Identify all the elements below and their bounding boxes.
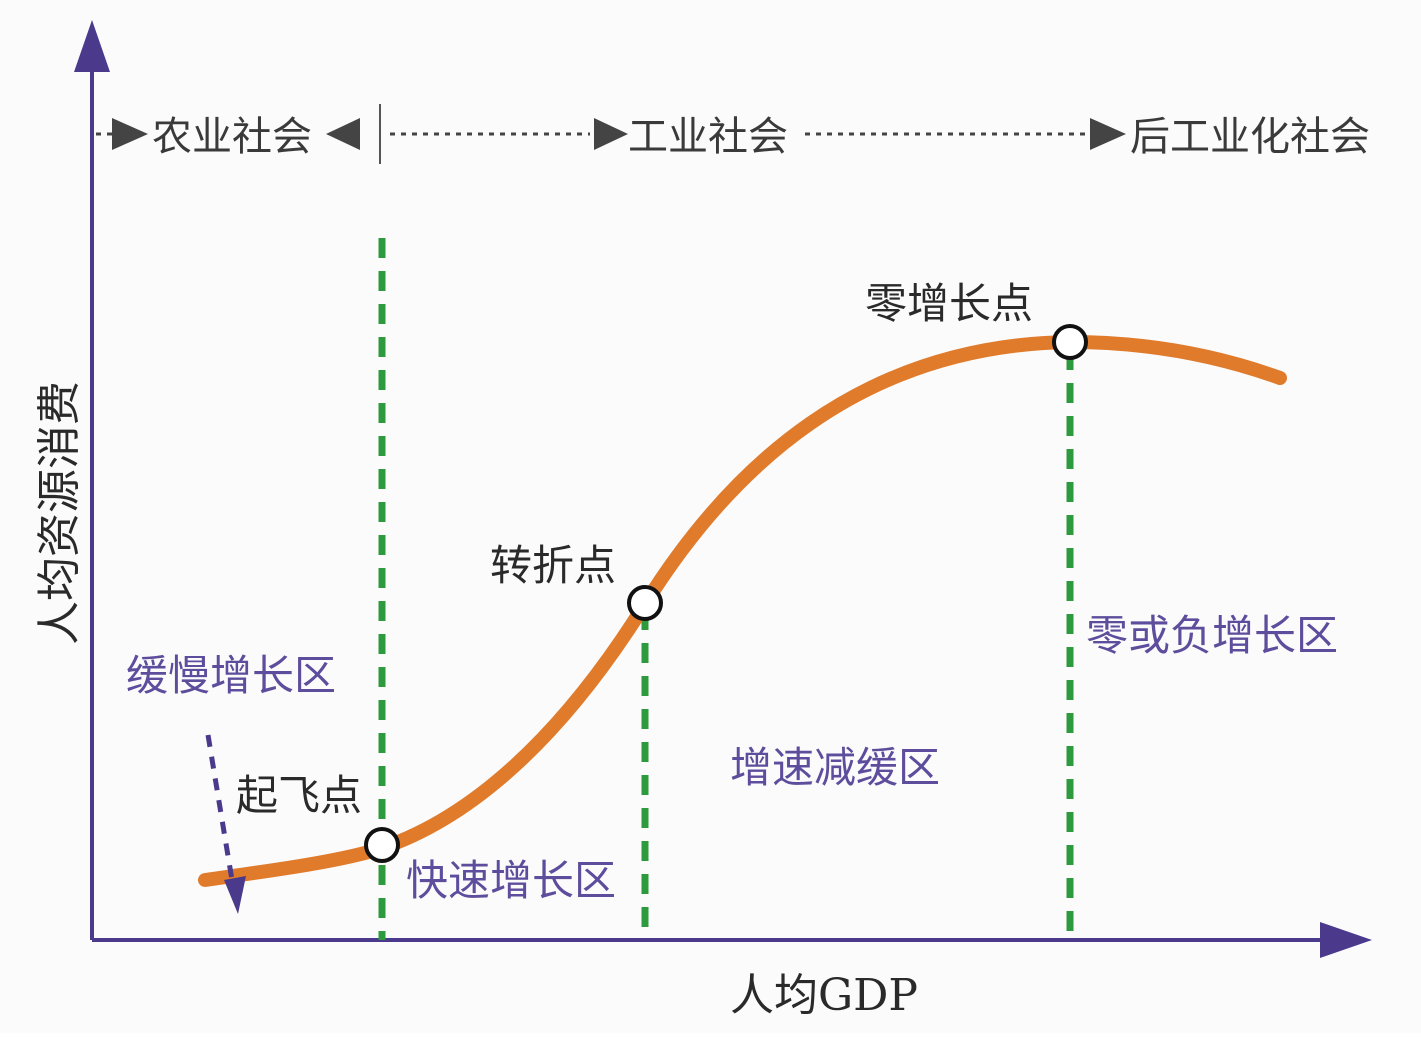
takeoff-pointer-line [205,734,235,881]
y-axis-label: 人均资源消费 [34,381,85,645]
zero-growth-point-marker [1052,324,1088,360]
takeoff-pointer-arrow-icon [224,876,246,914]
x-axis-label: 人均GDP [730,970,918,1021]
era-label-agricultural: 农业社会 [152,114,312,160]
era-label-industrial: 工业社会 [628,114,788,160]
turning-point-label: 转折点 [490,541,616,590]
slow-growth-zone-label: 缓慢增长区 [126,651,336,700]
zero-negative-growth-zone-label: 零或负增长区 [1086,611,1338,660]
takeoff-point-marker [364,827,400,863]
zero-growth-point-label: 零增长点 [865,279,1033,328]
era-arrow-right-icon [1090,118,1126,150]
y-axis-arrow-icon [74,20,110,72]
era-arrow-left-icon [326,118,360,150]
era-arrow-right-icon [594,118,628,150]
turning-point-marker [627,585,663,621]
takeoff-point-label: 起飞点 [236,771,362,820]
x-axis-arrow-icon [1320,922,1372,958]
decelerating-zone-label: 增速减缓区 [730,743,940,792]
era-arrow-right-icon [112,118,148,150]
era-label-post-industrial: 后工业化社会 [1130,114,1370,160]
rapid-growth-zone-label: 快速增长区 [406,856,616,905]
